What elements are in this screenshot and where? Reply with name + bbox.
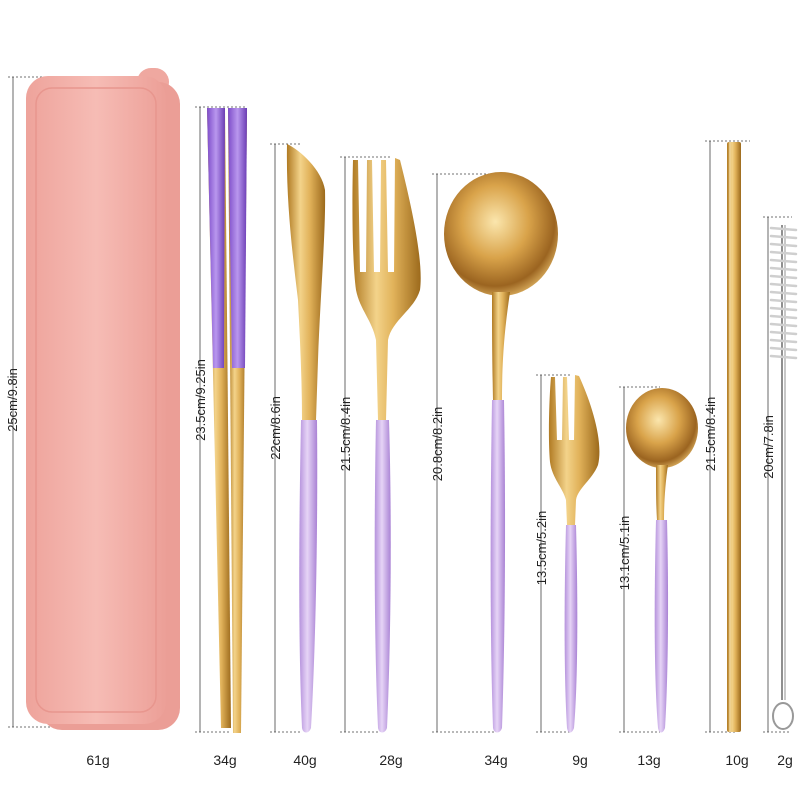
spoon [444, 172, 558, 733]
spoon-dimension-label: 20.8cm/8.2in [430, 407, 445, 481]
fork-dimension-label: 21.5cm/8.4in [338, 397, 353, 471]
case-dimension-label: 25cm/9.8in [5, 368, 20, 432]
small-spoon-dimension-label: 13.1cm/5.1in [617, 516, 632, 590]
chopsticks [207, 108, 247, 733]
straw-dimension-label: 21.5cm/8.4in [703, 397, 718, 471]
small-spoon [626, 388, 698, 733]
chopsticks-dimension-label: 23.5cm/9.25in [193, 359, 208, 441]
small-fork [548, 375, 600, 733]
chopsticks-weight: 34g [213, 752, 237, 768]
cleaning-brush [769, 225, 798, 730]
brush-dimension-label: 20cm/7.8in [761, 415, 776, 479]
pink-case [26, 68, 180, 730]
fork-weight: 28g [379, 752, 403, 768]
spoon-weight: 34g [484, 752, 508, 768]
knife-dimension-label: 22cm/8.6in [268, 396, 283, 460]
small-spoon-weight: 13g [637, 752, 661, 768]
brush-weight: 2g [777, 752, 793, 768]
straw [727, 142, 741, 732]
knife-weight: 40g [293, 752, 317, 768]
case-weight: 61g [86, 752, 110, 768]
small-fork-weight: 9g [572, 752, 588, 768]
knife [286, 144, 326, 733]
dimension-lines [8, 76, 792, 733]
small-fork-dimension-label: 13.5cm/5.2in [534, 511, 549, 585]
straw-weight: 10g [725, 752, 749, 768]
fork [352, 158, 421, 733]
